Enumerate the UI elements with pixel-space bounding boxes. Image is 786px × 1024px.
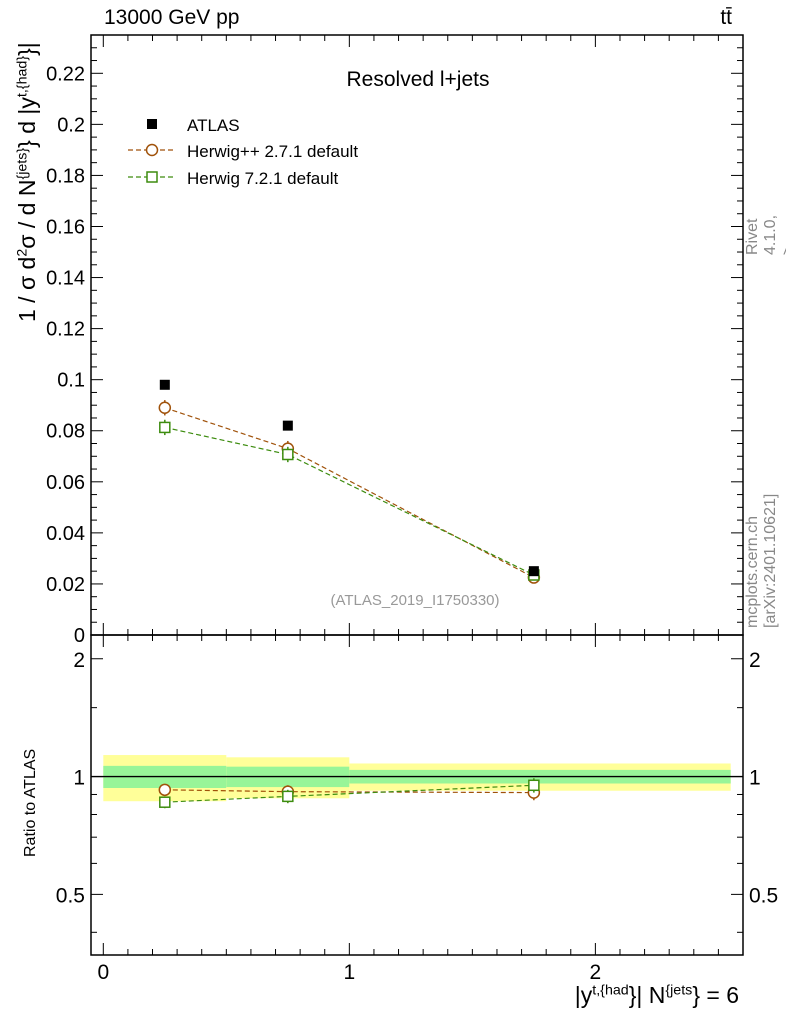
main-y-tick-label: 0.2 <box>57 114 85 136</box>
legend-marker-herwig-2-7-1-default <box>145 143 159 157</box>
main-y-tick-label: 0.02 <box>46 574 85 596</box>
data-point-atlas <box>528 566 539 577</box>
ratio-y-tick-label: 2 <box>73 649 85 672</box>
xlabel-sup1: t,{had <box>592 982 629 999</box>
main-y-ticks: 0 0.02 0.04 0.06 0.08 0.1 0.12 0.14 0.16 0.18 0.2 0… <box>46 34 743 647</box>
legend-marker-atlas <box>147 119 157 129</box>
main-y-tick-label: 0.14 <box>46 268 85 290</box>
data-point-atlas <box>282 420 293 431</box>
ratio-uncertainty-bands <box>103 755 731 802</box>
ratio-y-tick-label: 1 <box>73 767 85 790</box>
main-y-tick-label: 0.12 <box>46 319 85 341</box>
data-point-atlas <box>159 379 170 390</box>
ratio-x-tick-label: 1 <box>343 961 355 984</box>
xlabel-a: |y <box>574 982 593 1008</box>
legend-marker-herwig-7-2-1-default <box>146 171 158 183</box>
ratio-y-axis-label: Ratio to ATLAS <box>22 748 39 857</box>
ylabel-prefix: 1 / σ d <box>14 256 40 322</box>
legend-label-herwig-2-7-1-default: Herwig++ 2.7.1 default <box>187 142 358 161</box>
xlabel-b: }| N <box>628 982 666 1008</box>
ylabel-sup1: 2 <box>14 248 31 257</box>
ratio-x-tick-label: 0 <box>97 961 109 984</box>
beam-energy-label: 13000 GeV pp <box>104 6 240 29</box>
main-series-layer <box>158 379 541 584</box>
main-y-tick-label: 0.06 <box>46 472 85 494</box>
ratio-y-tick-label-right: 1 <box>749 767 761 790</box>
rivet-version-label: Rivet 4.1.0, ≥ 100k events <box>744 214 786 255</box>
data-point-herwig-7-2-1-default <box>159 421 171 434</box>
main-y-tick-label: 0.08 <box>46 421 85 443</box>
process-label: tt̄ <box>720 6 732 29</box>
main-y-tick-label: 0.18 <box>46 165 85 187</box>
ylabel-mid2: } d |y <box>14 97 40 148</box>
legend-label-herwig-7-2-1-default: Herwig 7.2.1 default <box>187 169 338 188</box>
main-y-axis-label: 1 / σ d2σ / d N{jets}} d |yt,{had}}| <box>14 42 41 322</box>
legend: ATLAS Herwig++ 2.7.1 default Herwig 7.2.1 … <box>128 116 358 188</box>
main-y-tick-label: 0 <box>74 625 85 647</box>
data-point-herwig-7-2-1-default <box>282 448 294 461</box>
ratio-ticks: 0.5 0.5 1 1 2 2 0 1 2 <box>56 635 778 984</box>
ratio-series-layer <box>158 778 541 809</box>
legend-label-atlas: ATLAS <box>187 116 240 135</box>
data-point-herwig-2-7-1-default <box>158 401 172 415</box>
main-y-tick-label: 0.22 <box>46 63 85 85</box>
ratio-y-tick-label-right: 0.5 <box>749 884 778 907</box>
ratio-point-herwig-7-2-1-default <box>282 790 294 803</box>
ylabel-suffix: }| <box>14 42 40 56</box>
ratio-y-tick-label-right: 2 <box>749 649 761 672</box>
ratio-y-tick-label: 0.5 <box>56 884 85 907</box>
ylabel-mid: σ / d N <box>14 179 40 249</box>
xlabel-sup2: {jets <box>665 982 693 999</box>
ratio-panel-frame <box>90 634 744 956</box>
series-line-herwig-2-7-1-default <box>164 407 535 579</box>
analysis-watermark: (ATLAS_2019_I1750330) <box>330 592 499 609</box>
ylabel-sup2: {jets} <box>14 147 31 180</box>
main-y-tick-label: 0.1 <box>57 370 85 392</box>
ylabel-sup3: t,{had} <box>14 55 31 98</box>
chart-title: Resolved l+jets <box>347 68 490 91</box>
ratio-point-herwig-7-2-1-default <box>528 779 540 792</box>
series-line-herwig-7-2-1-default <box>164 426 535 576</box>
mcplots-source-label: mcplots.cern.ch [arXiv:2401.10621] <box>744 493 779 628</box>
main-y-tick-label: 0.04 <box>46 523 85 545</box>
ratio-point-herwig-7-2-1-default <box>159 796 171 808</box>
ratio-frame-rect <box>90 634 744 956</box>
main-y-tick-label: 0.16 <box>46 216 85 238</box>
ratio-x-tick-label: 2 <box>590 961 602 984</box>
ratio-point-herwig-2-7-1-default <box>158 783 172 797</box>
x-axis-label: |yt,{had}| N{jets} = 6 <box>575 982 739 1009</box>
xlabel-c: } = 6 <box>692 982 739 1008</box>
